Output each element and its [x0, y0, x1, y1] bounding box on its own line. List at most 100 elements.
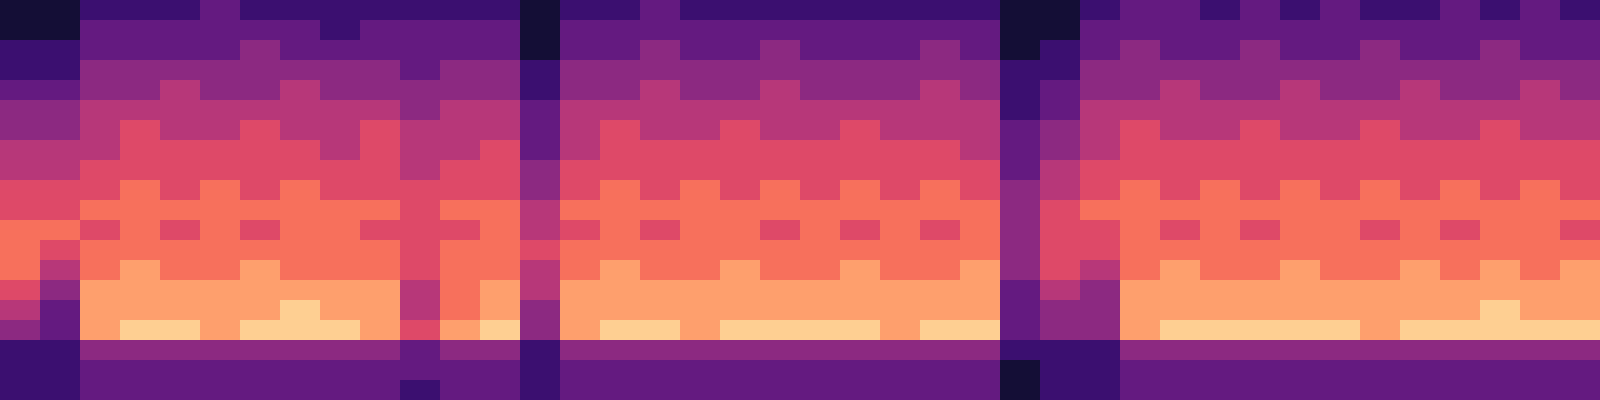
- cell: [280, 260, 321, 281]
- cell: [360, 20, 401, 41]
- cell: [840, 260, 881, 281]
- cell: [1560, 160, 1600, 181]
- cell: [440, 120, 481, 141]
- cell: [80, 40, 121, 61]
- cell: [80, 380, 121, 400]
- cell: [800, 60, 841, 81]
- cell: [1240, 380, 1281, 400]
- cell: [920, 180, 961, 201]
- cell: [1080, 20, 1121, 41]
- cell: [240, 280, 281, 301]
- cell: [1040, 260, 1081, 281]
- cell: [1560, 60, 1600, 81]
- cell: [680, 320, 721, 341]
- cell: [1240, 100, 1281, 121]
- cell: [440, 340, 481, 361]
- cell: [1200, 320, 1241, 341]
- cell: [1120, 300, 1161, 321]
- cell: [640, 260, 681, 281]
- cell: [1040, 200, 1081, 221]
- cell: [1000, 260, 1041, 281]
- cell: [0, 360, 41, 381]
- cell: [760, 320, 801, 341]
- cell: [0, 260, 41, 281]
- cell: [1080, 320, 1121, 341]
- cell: [40, 100, 81, 121]
- cell: [320, 160, 361, 181]
- cell: [640, 240, 681, 261]
- cell: [120, 160, 161, 181]
- cell: [840, 300, 881, 321]
- cell: [680, 380, 721, 400]
- cell: [720, 240, 761, 261]
- cell: [800, 200, 841, 221]
- cell: [1040, 340, 1081, 361]
- cell: [1080, 340, 1121, 361]
- cell: [840, 360, 881, 381]
- cell: [80, 260, 121, 281]
- cell: [80, 200, 121, 221]
- cell: [440, 220, 481, 241]
- cell: [1320, 20, 1361, 41]
- cell: [360, 380, 401, 400]
- cell: [1240, 80, 1281, 101]
- cell: [1480, 120, 1521, 141]
- cell: [1320, 380, 1361, 400]
- cell: [1360, 160, 1401, 181]
- cell: [920, 240, 961, 261]
- cell: [1120, 120, 1161, 141]
- cell: [1520, 40, 1561, 61]
- cell: [920, 80, 961, 101]
- cell: [120, 80, 161, 101]
- cell: [1280, 160, 1321, 181]
- cell: [1000, 180, 1041, 201]
- cell: [1480, 320, 1521, 341]
- cell: [1080, 80, 1121, 101]
- cell: [1080, 140, 1121, 161]
- cell: [160, 280, 201, 301]
- cell: [1120, 220, 1161, 241]
- cell: [480, 100, 521, 121]
- cell: [1400, 380, 1441, 400]
- cell: [1480, 80, 1521, 101]
- cell: [880, 260, 921, 281]
- cell: [560, 160, 601, 181]
- cell: [360, 300, 401, 321]
- cell: [680, 100, 721, 121]
- cell: [360, 220, 401, 241]
- cell: [920, 200, 961, 221]
- cells: [0, 0, 1600, 400]
- cell: [1440, 240, 1481, 261]
- cell: [1320, 300, 1361, 321]
- cell: [960, 280, 1001, 301]
- cell: [1120, 180, 1161, 201]
- cell: [1120, 0, 1161, 21]
- cell: [480, 160, 521, 181]
- cell: [160, 200, 201, 221]
- cell: [680, 140, 721, 161]
- cell: [1440, 340, 1481, 361]
- cell: [80, 280, 121, 301]
- cell: [40, 80, 81, 101]
- cell: [1240, 240, 1281, 261]
- cell: [920, 100, 961, 121]
- cell: [1200, 100, 1241, 121]
- cell: [1520, 140, 1561, 161]
- cell: [440, 280, 481, 301]
- cell: [640, 220, 681, 241]
- cell: [1480, 20, 1521, 41]
- cell: [40, 140, 81, 161]
- cell: [240, 240, 281, 261]
- cell: [1120, 280, 1161, 301]
- cell: [1240, 60, 1281, 81]
- cell: [120, 340, 161, 361]
- cell: [240, 340, 281, 361]
- cell: [1440, 60, 1481, 81]
- cell: [920, 60, 961, 81]
- cell: [760, 100, 801, 121]
- cell: [440, 300, 481, 321]
- cell: [1160, 60, 1201, 81]
- cell: [1160, 340, 1201, 361]
- cell: [760, 180, 801, 201]
- cell: [1560, 360, 1600, 381]
